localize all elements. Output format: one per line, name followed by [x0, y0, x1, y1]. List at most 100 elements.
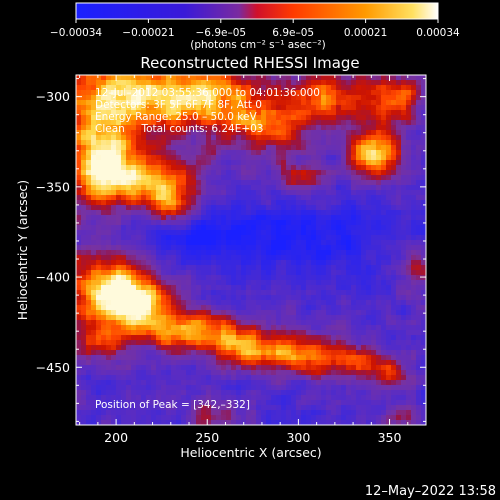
- heatmap-cell: [236, 295, 242, 301]
- heatmap-cell: [291, 115, 297, 121]
- heatmap-cell: [186, 165, 192, 171]
- heatmap-cell: [236, 310, 242, 316]
- heatmap-cell: [276, 245, 282, 251]
- heatmap-cell: [206, 230, 212, 236]
- x-axis-ticks: 200 250 300 350: [79, 75, 427, 445]
- heatmap-cell: [191, 285, 197, 291]
- heatmap-cell: [241, 140, 247, 146]
- heatmap-cell: [416, 380, 422, 386]
- heatmap-cell: [366, 335, 372, 341]
- heatmap-cell: [156, 285, 162, 291]
- heatmap-cell: [381, 85, 387, 91]
- heatmap-cell: [251, 230, 257, 236]
- heatmap-cell: [276, 395, 282, 401]
- heatmap-cell: [366, 205, 372, 211]
- heatmap-cell: [206, 155, 212, 161]
- heatmap-cell: [256, 415, 262, 421]
- heatmap-cell: [306, 405, 312, 411]
- heatmap-cell: [191, 360, 197, 366]
- heatmap-cell: [101, 155, 107, 161]
- heatmap-cell: [311, 275, 317, 281]
- heatmap-cell: [166, 260, 172, 266]
- heatmap-cell: [146, 110, 152, 116]
- heatmap-cell: [321, 370, 327, 376]
- heatmap-cell: [91, 80, 97, 86]
- heatmap-cell: [346, 295, 352, 301]
- heatmap-cell: [421, 420, 426, 425]
- heatmap-cell: [186, 255, 192, 261]
- heatmap-cell: [321, 410, 327, 416]
- heatmap-cell: [91, 260, 97, 266]
- heatmap-cell: [101, 355, 107, 361]
- heatmap-cell: [176, 330, 182, 336]
- heatmap-cell: [351, 385, 357, 391]
- heatmap-cell: [256, 180, 262, 186]
- heatmap-cell: [181, 230, 187, 236]
- heatmap-cell: [406, 380, 412, 386]
- heatmap-cell: [361, 80, 367, 86]
- heatmap-cell: [76, 80, 82, 86]
- heatmap-cell: [236, 120, 242, 126]
- heatmap-cell: [291, 90, 297, 96]
- heatmap-cell: [316, 80, 322, 86]
- heatmap-cell: [176, 260, 182, 266]
- heatmap-cell: [201, 315, 207, 321]
- heatmap-cell: [361, 115, 367, 121]
- heatmap-cell: [161, 245, 167, 251]
- heatmap-cell: [96, 140, 102, 146]
- heatmap-cell: [211, 420, 217, 425]
- heatmap-cell: [196, 260, 202, 266]
- heatmap-cell: [91, 305, 97, 311]
- heatmap-cell: [196, 300, 202, 306]
- heatmap-cell: [351, 265, 357, 271]
- heatmap-cell: [386, 220, 392, 226]
- heatmap-cell: [96, 85, 102, 91]
- heatmap-cell: [76, 110, 82, 116]
- heatmap-cell: [296, 225, 302, 231]
- heatmap-cell: [201, 235, 207, 241]
- heatmap-cell: [146, 180, 152, 186]
- heatmap-cell: [206, 165, 212, 171]
- heatmap-cell: [411, 420, 417, 425]
- heatmap-cell: [361, 145, 367, 151]
- heatmap-cell: [76, 95, 82, 101]
- heatmap-cell: [361, 110, 367, 116]
- heatmap-cell: [336, 155, 342, 161]
- heatmap-cell: [281, 190, 287, 196]
- heatmap-cell: [111, 390, 117, 396]
- heatmap-cell: [311, 130, 317, 136]
- heatmap-cell: [326, 95, 332, 101]
- heatmap-cell: [421, 280, 426, 286]
- heatmap-cell: [246, 290, 252, 296]
- heatmap-cell: [151, 245, 157, 251]
- heatmap-cell: [216, 405, 222, 411]
- heatmap-cell: [256, 225, 262, 231]
- heatmap-cell: [361, 315, 367, 321]
- heatmap-cell: [326, 115, 332, 121]
- heatmap-cell: [346, 95, 352, 101]
- heatmap-cell: [276, 275, 282, 281]
- heatmap-cell: [211, 205, 217, 211]
- heatmap-cell: [321, 95, 327, 101]
- heatmap-cell: [286, 375, 292, 381]
- heatmap-cell: [206, 205, 212, 211]
- heatmap-cell: [146, 305, 152, 311]
- heatmap-cell: [111, 165, 117, 171]
- heatmap-cell: [191, 165, 197, 171]
- heatmap-cell: [416, 340, 422, 346]
- heatmap-cell: [341, 330, 347, 336]
- heatmap-cell: [386, 420, 392, 425]
- heatmap-cell: [411, 395, 417, 401]
- heatmap-cell: [106, 230, 112, 236]
- heatmap-cell: [376, 365, 382, 371]
- heatmap-cell: [76, 260, 82, 266]
- heatmap-cell: [121, 355, 127, 361]
- heatmap-cell: [346, 290, 352, 296]
- heatmap-cell: [131, 420, 137, 425]
- heatmap-cell: [391, 285, 397, 291]
- heatmap-cell: [151, 170, 157, 176]
- heatmap-cell: [221, 185, 227, 191]
- heatmap-cell: [291, 75, 297, 81]
- heatmap-cell: [151, 380, 157, 386]
- heatmap-cell: [396, 85, 402, 91]
